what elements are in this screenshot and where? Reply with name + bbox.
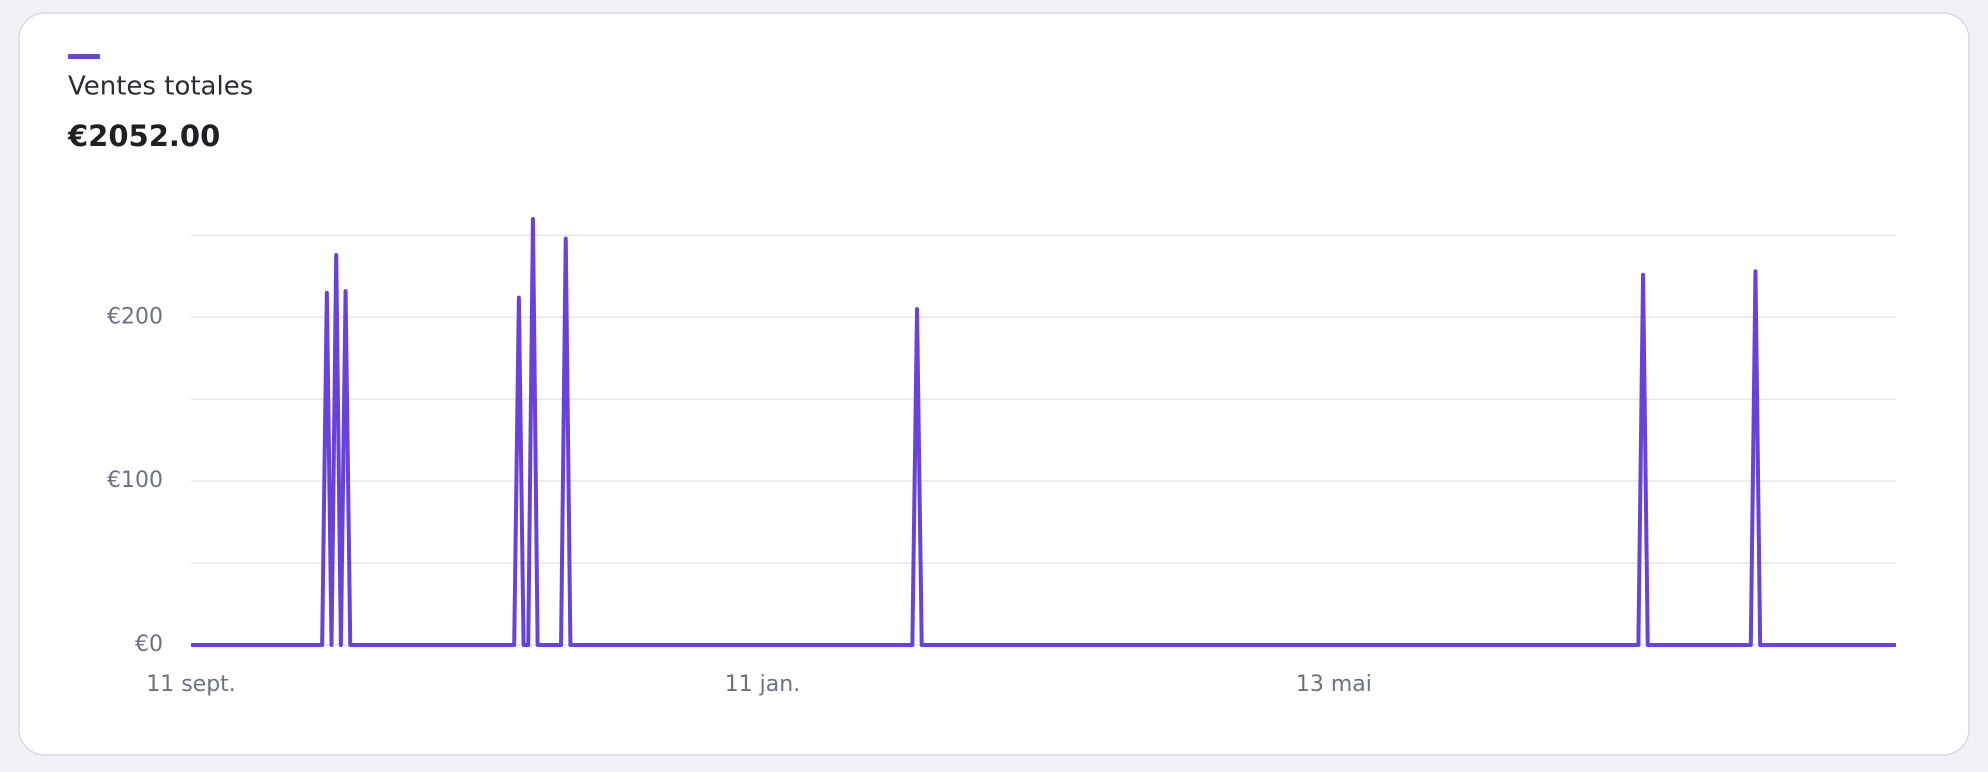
legend-swatch	[68, 54, 100, 59]
series-line	[191, 217, 1896, 647]
y-tick-label: €0	[135, 632, 163, 657]
x-tick-label: 11 jan.	[725, 672, 801, 697]
legend-label: Ventes totales	[68, 72, 253, 102]
y-tick-label: €100	[107, 468, 163, 493]
card	[18, 12, 1970, 756]
x-tick-label: 13 mai	[1296, 672, 1372, 697]
summary-value: €2052.00	[67, 119, 220, 153]
y-tick-label: €200	[107, 304, 163, 329]
x-tick-label: 11 sept.	[146, 672, 236, 697]
